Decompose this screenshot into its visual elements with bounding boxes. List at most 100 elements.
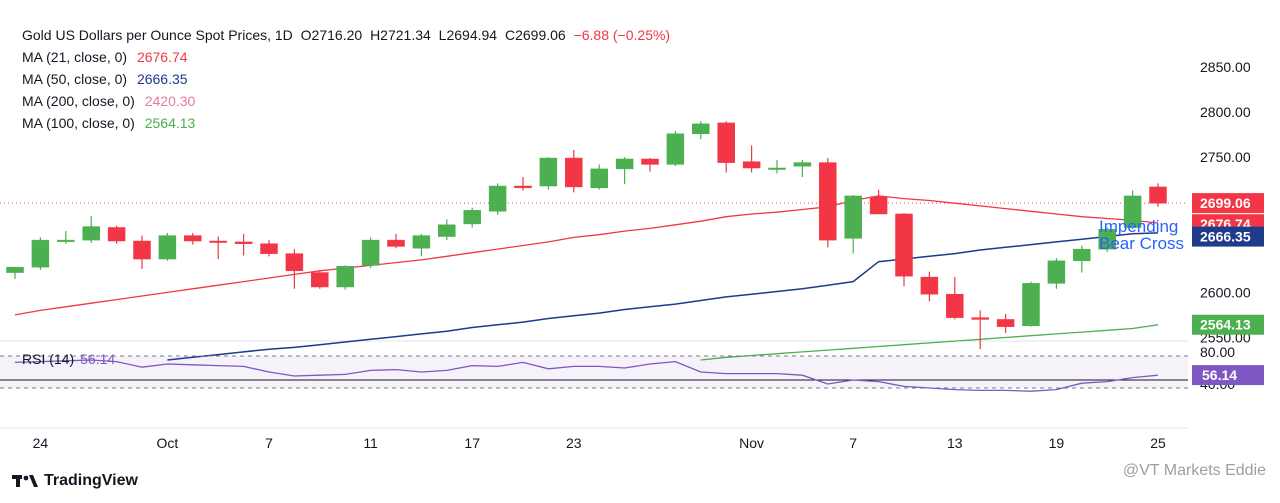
time-tick-label: 11 bbox=[363, 435, 378, 451]
rsi-badge bbox=[1192, 365, 1264, 386]
rsi-pane bbox=[0, 355, 1188, 392]
ma100-line bbox=[700, 324, 1159, 361]
candle-body bbox=[31, 239, 50, 268]
time-tick-label: 13 bbox=[947, 435, 963, 451]
candlesticks bbox=[6, 121, 1167, 350]
annotation-line-2: Bear Cross bbox=[1099, 234, 1185, 253]
candle-body bbox=[57, 239, 75, 242]
price-tick-label: 2800.00 bbox=[1200, 104, 1251, 120]
candle-body bbox=[514, 185, 532, 189]
legend-ma21: MA (21, close, 0) 2676.74 bbox=[22, 46, 674, 68]
candle-body bbox=[311, 272, 329, 288]
time-tick-label: 7 bbox=[265, 435, 273, 451]
candle-body bbox=[209, 240, 227, 243]
candle-body bbox=[666, 133, 685, 165]
candle-body bbox=[463, 210, 481, 225]
candle-body bbox=[844, 195, 862, 239]
time-tick-label: 25 bbox=[1150, 435, 1166, 451]
change-value: −6.88 (−0.25%) bbox=[573, 27, 671, 43]
price-badge bbox=[1192, 193, 1264, 214]
rsi-badge-label: 56.14 bbox=[1202, 367, 1237, 383]
candle-body bbox=[946, 293, 964, 318]
moving-averages bbox=[14, 195, 1159, 361]
candle-body bbox=[539, 157, 558, 187]
tradingview-icon bbox=[12, 475, 38, 487]
candle-body bbox=[361, 239, 380, 266]
candle-body bbox=[565, 157, 583, 188]
legend-ma200: MA (200, close, 0) 2420.30 bbox=[22, 90, 674, 112]
ma100-label: MA (100, close, 0) bbox=[22, 115, 135, 131]
tradingview-logo: TradingView bbox=[12, 472, 138, 490]
rsi-legend: RSI (14) 56.14 bbox=[22, 351, 115, 367]
ma100-value: 2564.13 bbox=[144, 115, 196, 131]
candle-body bbox=[692, 123, 710, 134]
price-tick-label: 2850.00 bbox=[1200, 59, 1251, 75]
ma50-label: MA (50, close, 0) bbox=[22, 71, 128, 87]
time-axis: 24 Oct 7 11 17 23 Nov 7 13 19 25 bbox=[33, 435, 1166, 451]
time-tick-label: 19 bbox=[1049, 435, 1065, 451]
ma50-value: 2666.35 bbox=[136, 71, 188, 87]
chart-legend: Gold US Dollars per Ounce Spot Prices, 1… bbox=[22, 24, 674, 134]
ma200-value: 2420.30 bbox=[144, 93, 196, 109]
candle-body bbox=[6, 266, 24, 273]
chart-grid bbox=[0, 202, 1188, 429]
candle-body bbox=[768, 167, 786, 170]
candle-body bbox=[488, 185, 507, 212]
candle-body bbox=[1149, 186, 1167, 204]
rsi-tick-label: 80.00 bbox=[1200, 344, 1235, 360]
price-badge-label: 2666.35 bbox=[1200, 229, 1251, 245]
candle-body bbox=[107, 227, 126, 242]
rsi-band bbox=[0, 356, 1188, 388]
time-tick-label: Nov bbox=[739, 435, 764, 451]
candle-body bbox=[1098, 229, 1116, 250]
candle-body bbox=[996, 319, 1015, 327]
candle-body bbox=[234, 241, 253, 244]
close-value: C2699.06 bbox=[504, 27, 566, 43]
time-tick-label: Oct bbox=[157, 435, 179, 451]
candle-body bbox=[1123, 195, 1142, 228]
time-tick-label: 23 bbox=[566, 435, 582, 451]
candle-body bbox=[412, 235, 431, 249]
ma21-line bbox=[14, 195, 1159, 316]
candle-body bbox=[793, 162, 812, 167]
candle-body bbox=[819, 162, 837, 241]
candle-body bbox=[1073, 248, 1091, 262]
rsi-label-text: RSI (14) bbox=[22, 351, 75, 367]
annotation-line-1: Impending bbox=[1099, 217, 1179, 236]
rsi-line bbox=[14, 359, 1159, 392]
symbol-title: Gold US Dollars per Ounce Spot Prices, 1… bbox=[22, 27, 293, 43]
rsi-value: 56.14 bbox=[80, 351, 116, 367]
candle-body bbox=[869, 196, 888, 215]
candle-body bbox=[590, 168, 608, 189]
candle-body bbox=[438, 224, 456, 237]
legend-ma100: MA (100, close, 0) 2564.13 bbox=[22, 112, 674, 134]
time-tick-label: 7 bbox=[849, 435, 857, 451]
price-tick-label: 2600.00 bbox=[1200, 284, 1251, 300]
price-badge-label: 2564.13 bbox=[1200, 317, 1251, 333]
legend-ma50: MA (50, close, 0) 2666.35 bbox=[22, 68, 674, 90]
candle-body bbox=[336, 266, 354, 288]
ma50-line bbox=[167, 232, 1159, 361]
candle-body bbox=[971, 317, 989, 320]
tradingview-brand: TradingView bbox=[44, 472, 138, 489]
ma21-value: 2676.74 bbox=[136, 49, 188, 65]
price-badge-label: 2699.06 bbox=[1200, 195, 1251, 211]
bear-cross-annotation: Impending Bear Cross bbox=[1099, 218, 1184, 252]
ohlc-header: Gold US Dollars per Ounce Spot Prices, 1… bbox=[22, 24, 674, 46]
ma200-label: MA (200, close, 0) bbox=[22, 93, 135, 109]
candle-body bbox=[285, 253, 304, 272]
candle-body bbox=[158, 235, 177, 260]
candle-body bbox=[717, 122, 735, 163]
candle-body bbox=[895, 213, 913, 277]
candle-body bbox=[615, 158, 634, 170]
candle-body bbox=[133, 240, 151, 260]
price-badge bbox=[1192, 314, 1264, 335]
high-value: H2721.34 bbox=[370, 27, 431, 43]
open-value: O2716.20 bbox=[300, 27, 363, 43]
price-tick-label: 2750.00 bbox=[1200, 149, 1251, 165]
candle-body bbox=[1047, 260, 1066, 284]
ma21-label: MA (21, close, 0) bbox=[22, 49, 128, 65]
candle-body bbox=[82, 226, 100, 241]
candle-body bbox=[184, 235, 202, 242]
